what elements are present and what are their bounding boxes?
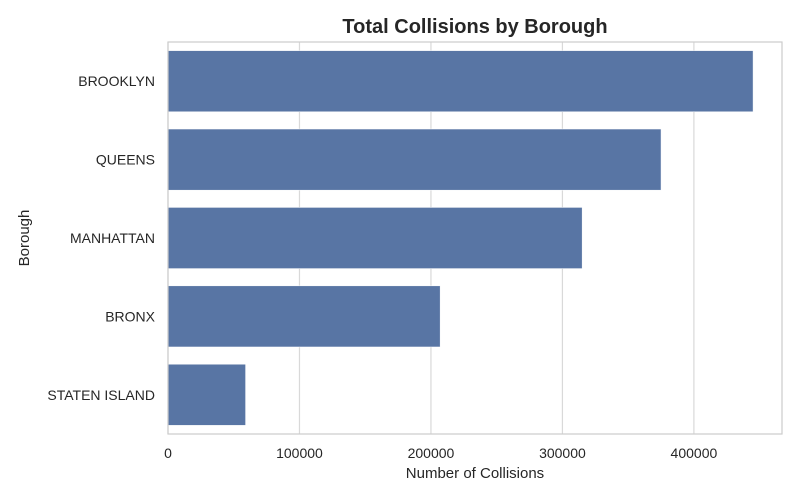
x-tick-label: 100000 <box>276 445 323 461</box>
y-tick-label: MANHATTAN <box>70 230 155 246</box>
y-axis-label: Borough <box>16 210 33 267</box>
chart-title: Total Collisions by Borough <box>342 16 607 38</box>
x-tick-labels: 0 100000 200000 300000 400000 <box>164 445 717 461</box>
x-tick-label: 200000 <box>408 445 455 461</box>
x-tick-label: 300000 <box>539 445 586 461</box>
bar-staten-island <box>167 363 246 426</box>
y-tick-labels: BROOKLYN QUEENS MANHATTAN BRONX STATEN ISLAN… <box>47 73 155 403</box>
y-tick-label: BRONX <box>105 308 155 324</box>
bar-brooklyn <box>167 50 754 113</box>
bar-bronx <box>167 285 441 348</box>
bar-queens <box>167 128 662 191</box>
bar-manhattan <box>167 207 583 269</box>
bars <box>167 50 754 426</box>
x-tick-label: 400000 <box>671 445 718 461</box>
y-tick-label: STATEN ISLAND <box>47 387 155 403</box>
plot-frame <box>167 41 783 435</box>
x-axis-label: Number of Collisions <box>406 465 544 482</box>
y-tick-label: BROOKLYN <box>78 73 155 89</box>
y-tick-label: QUEENS <box>96 152 155 168</box>
x-tick-label: 0 <box>164 445 172 461</box>
